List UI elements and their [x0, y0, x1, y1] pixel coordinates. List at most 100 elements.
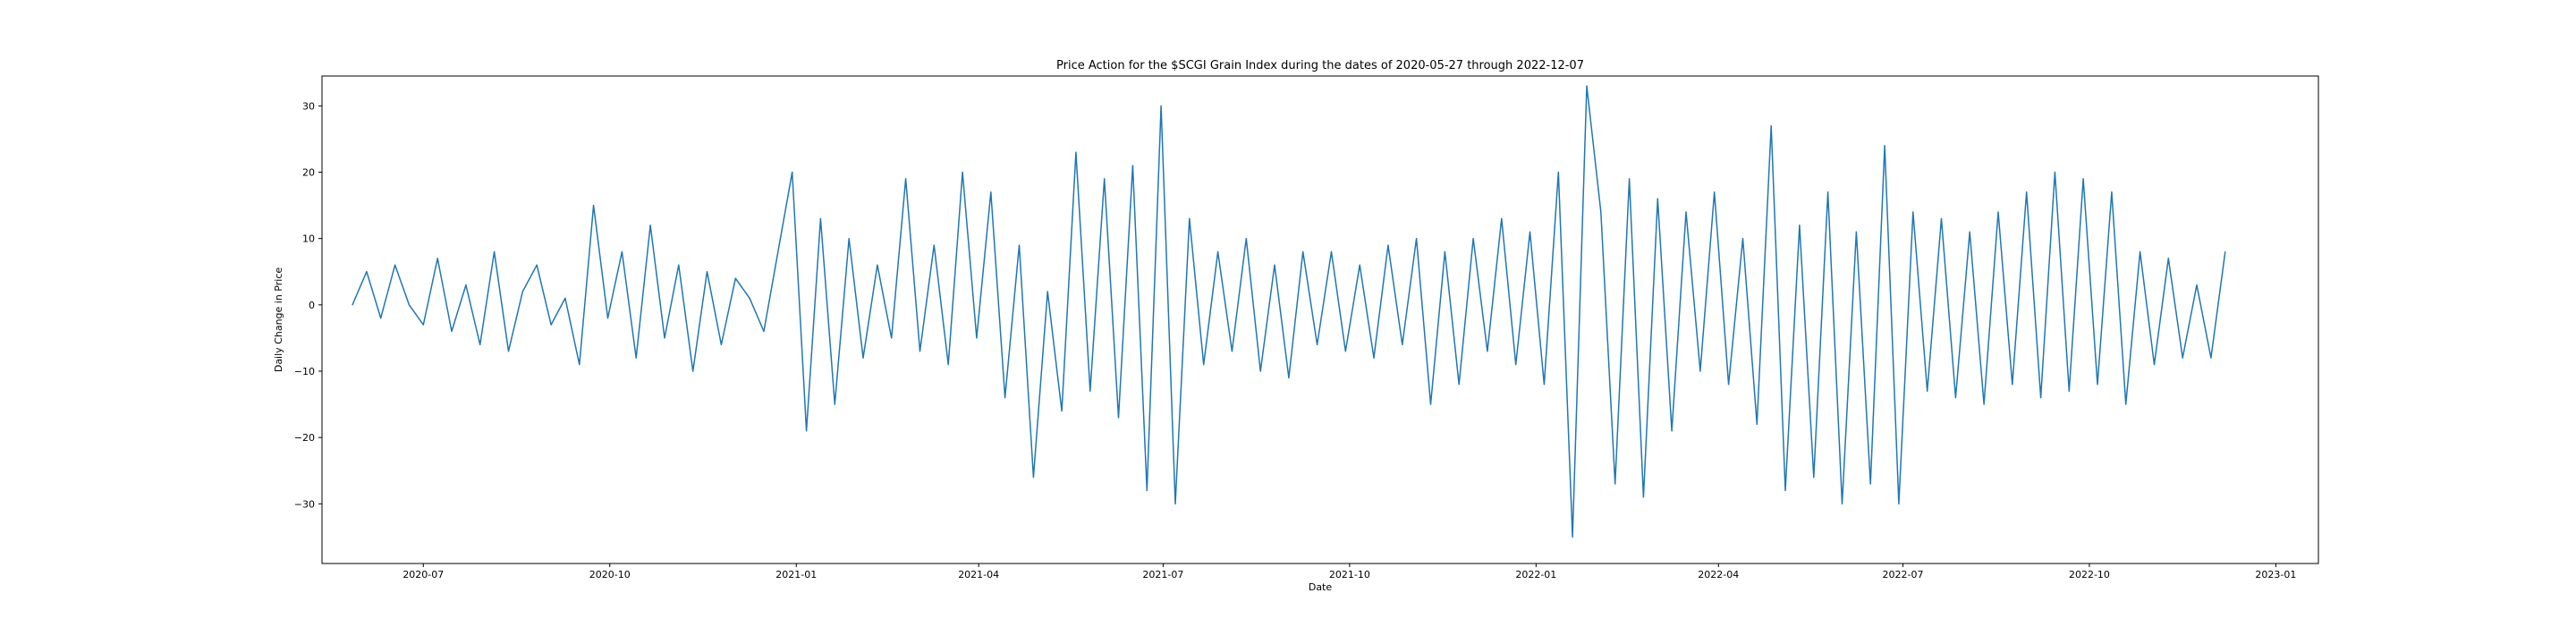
y-tick-label: 20 — [302, 167, 315, 179]
data-point — [408, 304, 411, 306]
data-point — [1075, 151, 1077, 153]
data-point — [394, 264, 396, 266]
data-point — [465, 284, 467, 286]
x-tick-label: 2021-10 — [1329, 569, 1370, 580]
data-point — [1231, 351, 1233, 352]
data-point — [1855, 231, 1857, 233]
x-tick-label: 2023-01 — [2255, 569, 2296, 580]
data-point — [1004, 397, 1006, 399]
data-point — [2111, 191, 2113, 193]
data-point — [1614, 483, 1616, 485]
data-point — [1429, 403, 1432, 405]
y-tick-label: −20 — [294, 432, 315, 444]
data-point — [1288, 377, 1290, 378]
data-point — [1472, 238, 1474, 240]
plot-frame — [321, 75, 2319, 564]
data-point — [1699, 370, 1701, 372]
data-point — [947, 363, 949, 366]
data-point — [1997, 211, 1999, 213]
data-point — [2125, 403, 2127, 405]
data-point — [1912, 211, 1914, 213]
data-point — [919, 351, 921, 352]
x-tick-label: 2022-01 — [1515, 569, 1556, 580]
data-point — [805, 430, 808, 432]
data-point — [734, 277, 736, 279]
data-point — [564, 297, 566, 300]
data-point — [479, 343, 481, 345]
data-point — [1018, 244, 1021, 246]
data-point — [1274, 264, 1275, 266]
data-point — [2224, 250, 2226, 253]
data-point — [891, 337, 893, 339]
data-point — [1104, 178, 1106, 180]
data-point — [593, 204, 595, 207]
data-point — [976, 337, 978, 339]
data-point — [1756, 423, 1758, 425]
y-tick-label: 0 — [309, 300, 315, 311]
data-point — [494, 250, 496, 253]
data-point — [1344, 351, 1346, 352]
data-point — [1317, 343, 1318, 345]
x-tick-label: 2022-10 — [2069, 569, 2110, 580]
data-point — [1203, 363, 1205, 366]
chart-title: Price Action for the $SCGI Grain Index d… — [1056, 59, 1584, 72]
data-point — [1046, 291, 1048, 292]
data-point — [1131, 165, 1133, 166]
data-point — [1586, 85, 1588, 87]
y-tick-label: −10 — [294, 366, 315, 377]
plot-area — [352, 85, 2226, 538]
data-point — [1628, 178, 1631, 180]
data-point — [1117, 417, 1120, 419]
data-point — [1813, 477, 1815, 479]
data-point — [1784, 489, 1786, 492]
data-point — [1714, 191, 1716, 193]
data-point — [451, 330, 453, 333]
data-point — [1032, 477, 1034, 479]
data-point — [1600, 211, 1602, 213]
data-point — [1330, 250, 1333, 253]
data-point — [536, 264, 538, 266]
data-point — [2153, 363, 2156, 366]
data-point — [2182, 357, 2183, 359]
data-point — [1302, 250, 1304, 253]
data-point — [2082, 178, 2084, 180]
y-tick-label: 10 — [302, 233, 315, 245]
x-tick-label: 2020-07 — [402, 569, 444, 580]
data-point — [1642, 496, 1645, 498]
data-point — [507, 351, 510, 352]
data-point — [2210, 357, 2212, 359]
data-point — [550, 324, 552, 326]
data-point — [1869, 483, 1871, 485]
data-point — [1884, 145, 1885, 147]
data-point — [1146, 489, 1148, 492]
data-point — [1983, 403, 1985, 405]
data-point — [819, 217, 822, 220]
data-point — [862, 357, 864, 359]
data-point — [1940, 217, 1943, 220]
data-point — [763, 330, 765, 333]
x-axis-title: Date — [1309, 581, 1333, 593]
data-point — [706, 271, 708, 273]
y-axis-title: Daily Change in Price — [273, 267, 284, 373]
data-point — [2196, 284, 2198, 286]
data-point — [1827, 191, 1829, 193]
data-point — [1685, 211, 1687, 213]
x-tick-label: 2021-01 — [775, 569, 817, 580]
data-point — [1741, 238, 1744, 240]
x-tick-label: 2020-10 — [589, 569, 631, 580]
data-point — [2026, 191, 2028, 193]
data-point — [1387, 244, 1389, 246]
y-tick-label: −30 — [294, 498, 315, 510]
y-axis: −30 −20 −10 0 10 20 30 — [294, 100, 322, 510]
data-point — [1927, 390, 1928, 392]
y-tick-label: 30 — [302, 100, 315, 112]
data-point — [1089, 390, 1091, 392]
data-point — [848, 238, 850, 240]
data-point — [1259, 370, 1261, 372]
data-point — [1245, 238, 1247, 240]
x-tick-label: 2022-07 — [1882, 569, 1923, 580]
data-point — [777, 250, 779, 253]
data-point — [720, 343, 723, 345]
data-point — [635, 357, 637, 359]
